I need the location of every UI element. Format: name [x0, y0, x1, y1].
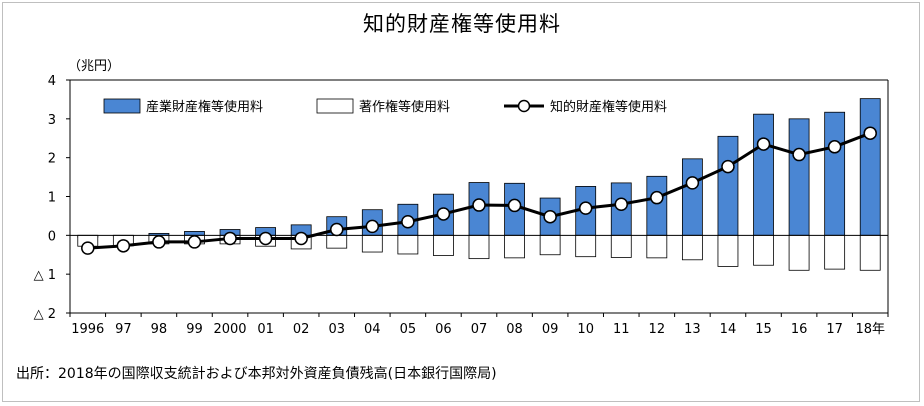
bar-copyright	[397, 234, 419, 255]
x-tick-label: 07	[471, 322, 488, 337]
x-tick-label: 15	[755, 322, 772, 337]
bar-copyright	[433, 234, 454, 256]
legend-label-copyright: 著作権等使用料	[359, 99, 450, 115]
x-tick-label: 1996	[71, 322, 104, 337]
point-total	[507, 198, 522, 213]
bar-copyright	[824, 234, 846, 270]
source-note: 出所：2018年の国際収支統計および本邦対外資産負債残高(日本銀行国際局)	[16, 366, 497, 382]
x-tick-label: 02	[293, 322, 310, 337]
x-tick-label: 03	[328, 322, 345, 337]
bar-industrial-property	[681, 158, 703, 236]
bar-copyright	[539, 234, 561, 256]
point-total	[578, 201, 593, 215]
y-tick-label: 2	[48, 152, 56, 167]
x-tick-label: 97	[115, 322, 132, 337]
point-total	[650, 190, 664, 205]
x-tick-label: 13	[684, 322, 701, 337]
bar-copyright	[717, 234, 739, 267]
y-axis-label: （兆円）	[68, 59, 120, 74]
point-total	[258, 231, 273, 246]
bar-copyright	[575, 234, 597, 258]
x-tick-label: 99	[186, 322, 203, 337]
legend-swatch-copyright	[316, 98, 354, 114]
x-tick-label: 2000	[213, 322, 246, 337]
legend-label-industrial: 産業財産権等使用料	[146, 99, 263, 115]
y-tick-label: 3	[48, 113, 56, 128]
bar-industrial-property	[859, 98, 881, 236]
point-total	[543, 209, 557, 224]
bar-copyright	[504, 234, 525, 259]
y-tick-label: △ 1	[34, 268, 56, 283]
bar-copyright	[788, 234, 810, 271]
bar-copyright	[468, 234, 490, 260]
point-total	[863, 126, 877, 140]
point-total	[472, 198, 486, 212]
x-tick-label: 06	[435, 322, 452, 337]
x-tick-label: 08	[506, 322, 523, 337]
point-total	[365, 219, 380, 234]
bar-industrial-property	[753, 113, 774, 236]
legend-swatch-industrial	[103, 98, 141, 114]
legend-swatch-total-marker	[517, 99, 531, 113]
y-tick-label: △ 2	[34, 307, 56, 322]
bar-copyright	[610, 234, 632, 258]
x-tick-label: 04	[364, 322, 381, 337]
point-total	[436, 207, 451, 221]
point-total	[721, 159, 735, 174]
y-tick-label: 0	[48, 229, 56, 244]
x-tick-label: 98	[151, 322, 168, 337]
x-tick-label: 05	[400, 322, 417, 337]
point-total	[116, 239, 131, 253]
x-tick-label: 01	[257, 322, 274, 337]
y-tick-label: 4	[48, 74, 56, 89]
point-total	[223, 231, 237, 246]
point-total	[827, 140, 842, 154]
bar-industrial-property	[717, 135, 739, 236]
point-total	[614, 197, 629, 212]
point-total	[401, 214, 415, 229]
bar-copyright	[859, 234, 881, 271]
bar-copyright	[681, 234, 703, 261]
point-total	[685, 176, 700, 190]
x-tick-label: 09	[542, 322, 559, 337]
bar-copyright	[326, 234, 348, 249]
x-tick-label: 16	[791, 322, 808, 337]
bar-copyright	[361, 234, 383, 253]
bar-industrial-property	[646, 175, 668, 236]
point-total	[294, 231, 308, 246]
bar-copyright	[753, 234, 774, 266]
x-tick-label: 11	[613, 322, 630, 337]
x-tick-label: 12	[649, 322, 666, 337]
bar-industrial-property	[788, 118, 810, 236]
y-tick-label: 1	[48, 191, 56, 206]
legend-label-total: 知的財産権等使用料	[550, 99, 667, 115]
point-total	[792, 147, 806, 162]
bar-copyright	[646, 234, 668, 259]
x-tick-label: 14	[720, 322, 737, 337]
point-total	[81, 241, 95, 255]
chart-title: 知的財産権等使用料	[363, 12, 561, 36]
x-tick-label: 17	[826, 322, 843, 337]
bar-industrial-property	[824, 111, 846, 236]
x-tick-label: 18年	[855, 322, 885, 337]
legend: 産業財産権等使用料 著作権等使用料 知的財産権等使用料	[103, 98, 667, 115]
point-total	[756, 137, 771, 151]
bar-industrial-property	[184, 231, 205, 236]
point-total	[329, 222, 344, 237]
x-tick-label: 10	[577, 322, 594, 337]
point-total	[152, 235, 166, 249]
point-total	[187, 235, 202, 249]
